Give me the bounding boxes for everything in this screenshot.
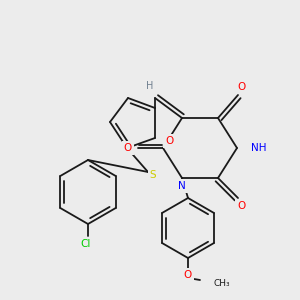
Text: H: H xyxy=(146,81,154,91)
Text: O: O xyxy=(184,270,192,280)
Text: O: O xyxy=(165,136,173,146)
Text: O: O xyxy=(124,143,132,153)
Text: S: S xyxy=(150,170,156,180)
Text: CH₃: CH₃ xyxy=(214,280,231,289)
Text: Cl: Cl xyxy=(81,239,91,249)
Text: O: O xyxy=(237,201,245,211)
Text: N: N xyxy=(178,181,186,191)
Text: O: O xyxy=(237,82,245,92)
Text: NH: NH xyxy=(251,143,266,153)
